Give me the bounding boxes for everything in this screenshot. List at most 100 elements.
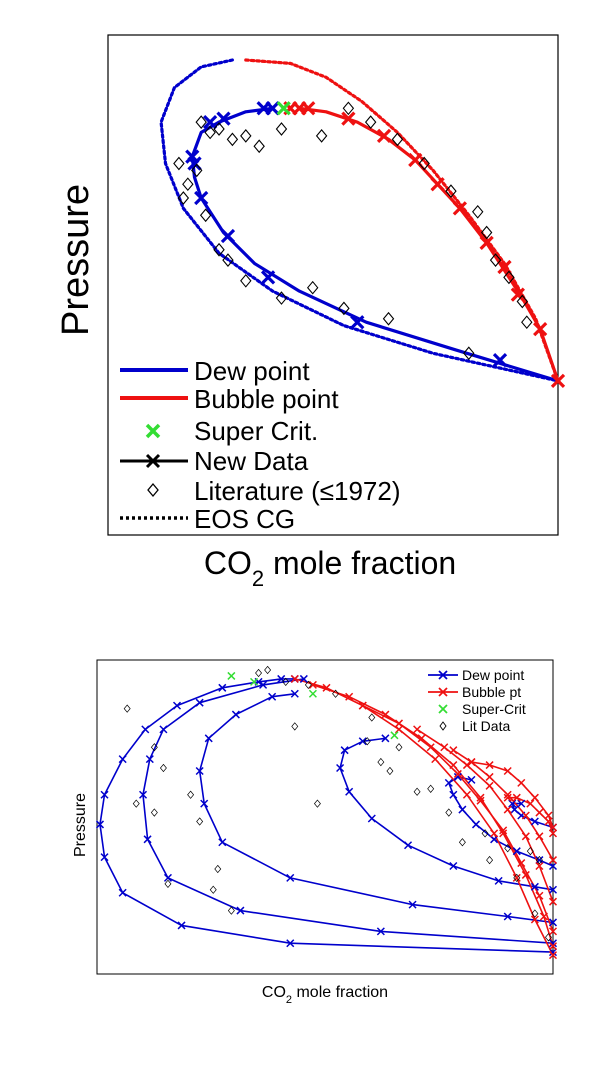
top-point-literature-1972-2 <box>213 122 225 136</box>
bottom-series-line-bubble-pt-isotherm-2 <box>312 684 554 947</box>
bottom-point-lit-data-9 <box>214 864 222 874</box>
bottom-point-bubble-pt-isotherm-7-5 <box>548 829 558 838</box>
bottom-point-bubble-pt-isotherm-4-6 <box>535 861 544 871</box>
bottom-point-dew-point-isotherm-2-1 <box>259 680 268 689</box>
bottom-point-dew-point-isotherm-5-4 <box>458 805 467 814</box>
bottom-point-dew-point-isotherm-1-9 <box>100 853 109 862</box>
top-legend-swatch-supercrit <box>145 423 161 439</box>
bottom-point-super-crit-0 <box>227 671 236 680</box>
bottom-point-dew-point-isotherm-5-6 <box>490 835 499 844</box>
bottom-point-dew-point-isotherm-6-4 <box>530 817 539 826</box>
top-point-new-data-dew-1 <box>256 101 271 116</box>
top-legend-label-eos: EOS CG <box>194 504 295 534</box>
bottom-point-bubble-pt-isotherm-6-1 <box>485 761 494 770</box>
top-point-literature-1972-22 <box>199 208 212 223</box>
top-point-new-data-dew-6 <box>194 190 209 206</box>
top-point-new-data-dew-7 <box>220 228 236 244</box>
bottom-point-bubble-pt-isotherm-5-4 <box>521 811 530 820</box>
bottom-point-bubble-pt-isotherm-3-6 <box>517 859 526 868</box>
bottom-point-lit-data-5 <box>159 763 167 773</box>
top-point-literature-1972-3 <box>226 132 239 147</box>
bottom-legend-label-literature: Lit Data <box>462 718 510 734</box>
bottom-point-bubble-pt-isotherm-5-6 <box>548 856 558 865</box>
bottom-point-bubble-pt-isotherm-7-1 <box>512 793 521 802</box>
bottom-point-bubble-pt-isotherm-7-3 <box>535 808 544 817</box>
bottom-point-dew-point-isotherm-4-2 <box>340 746 349 755</box>
bottom-point-bubble-pt-isotherm-3-4 <box>476 796 485 805</box>
bottom-point-dew-point-isotherm-1-11 <box>177 921 186 930</box>
bottom-plot-frame <box>96 659 554 975</box>
bottom-point-lit-data-29 <box>535 855 543 865</box>
bottom-point-dew-point-isotherm-1-6 <box>118 755 127 764</box>
bottom-point-dew-point-isotherm-4-7 <box>449 861 458 871</box>
bottom-point-dew-point-isotherm-5-0 <box>467 775 476 784</box>
bottom-point-bubble-pt-isotherm-6-2 <box>503 766 512 776</box>
top-curves <box>159 58 560 383</box>
bottom-point-dew-point-isotherm-1-10 <box>118 888 127 897</box>
bottom-point-dew-point-isotherm-2-2 <box>195 698 204 707</box>
bottom-legend-label-dew: Dew point <box>462 667 524 683</box>
bottom-series-line-bubble-pt-isotherm-7 <box>506 796 554 835</box>
bottom-point-bubble-pt-isotherm-3-8 <box>548 927 558 936</box>
top-point-new-data-bubble-10 <box>510 287 525 302</box>
top-legend-label-newdata: New Data <box>194 446 309 476</box>
bottom-point-lit-data-14 <box>395 743 403 752</box>
bottom-point-dew-point-isotherm-4-4 <box>345 787 354 796</box>
bottom-point-dew-point-isotherm-1-13 <box>548 948 558 957</box>
top-legend: Dew point Bubble point Super Crit. New D… <box>120 356 401 534</box>
top-point-new-data-dew-5 <box>187 156 202 171</box>
bottom-point-bubble-pt-isotherm-3-5 <box>499 826 508 835</box>
top-legend-label-dew: Dew point <box>194 356 310 386</box>
bottom-point-bubble-pt-isotherm-4-7 <box>548 897 558 906</box>
bottom-point-lit-data-19 <box>531 909 539 918</box>
bottom-point-bubble-pt-isotherm-1-7 <box>512 873 521 882</box>
bottom-point-lit-data-23 <box>386 766 394 776</box>
bottom-y-axis-title: Pressure <box>72 793 89 857</box>
top-point-new-data-dew-2 <box>216 111 231 126</box>
bottom-point-dew-point-isotherm-3-7 <box>286 873 295 882</box>
bottom-point-dew-point-isotherm-4-5 <box>367 814 376 823</box>
top-point-literature-1972-13 <box>472 204 484 219</box>
bottom-point-bubble-pt-isotherm-3-2 <box>426 743 435 752</box>
bottom-point-bubble-pt-isotherm-1-5 <box>462 790 471 799</box>
bottom-point-bubble-pt-isotherm-1-1 <box>322 683 331 692</box>
bottom-point-lit-data-12 <box>332 689 340 698</box>
bottom-point-bubble-pt-isotherm-2-5 <box>476 793 485 802</box>
top-point-literature-1972-18 <box>182 177 194 192</box>
bottom-x-axis-title-subscript: 2 <box>286 994 292 1006</box>
top-point-new-data-dew-8 <box>260 270 276 285</box>
bottom-point-bubble-pt-isotherm-4-2 <box>462 761 471 770</box>
bottom-point-lit-data-0 <box>255 668 263 678</box>
bottom-point-dew-point-isotherm-5-3 <box>449 790 458 799</box>
top-legend-label-literature: Literature (≤1972) <box>194 476 401 506</box>
bottom-point-bubble-pt-isotherm-5-5 <box>535 832 544 841</box>
bottom-point-lit-data-30 <box>291 722 299 731</box>
top-point-new-data-bubble-3 <box>341 111 356 126</box>
bottom-point-bubble-pt-isotherm-3-0 <box>358 701 367 710</box>
top-plot-frame <box>107 34 559 536</box>
bottom-point-dew-point-isotherm-6-1 <box>508 799 517 808</box>
bottom-point-bubble-pt-isotherm-2-4 <box>449 761 458 770</box>
bottom-point-bubble-pt-isotherm-4-4 <box>503 805 512 814</box>
top-point-new-data-bubble-8 <box>479 235 494 250</box>
bottom-point-lit-data-11 <box>304 680 312 689</box>
bottom-point-lit-data-32 <box>209 885 217 894</box>
bottom-point-bubble-pt-isotherm-3-7 <box>535 891 544 900</box>
bottom-series-line-dew-point-isotherm-5 <box>448 776 554 867</box>
bottom-point-lit-data-4 <box>150 743 158 752</box>
bottom-point-dew-point-isotherm-2-6 <box>143 835 152 844</box>
top-point-new-data-dew-9 <box>350 315 365 330</box>
top-point-literature-1972-28 <box>338 301 350 316</box>
top-point-literature-1972-19 <box>191 163 203 178</box>
bottom-point-bubble-pt-isotherm-5-2 <box>485 772 494 781</box>
bottom-point-dew-point-isotherm-4-6 <box>404 841 413 850</box>
top-point-literature-1972-9 <box>364 115 377 129</box>
top-point-literature-1972-10 <box>391 132 404 147</box>
bottom-point-lit-data-13 <box>368 713 376 722</box>
bottom-x-axis-title-main: CO <box>262 984 286 1001</box>
top-point-literature-1972-12 <box>445 184 457 198</box>
bottom-point-dew-point-isotherm-1-12 <box>286 939 295 948</box>
bottom-chart: Pressure CO2 mole fraction Dew point Bub… <box>72 659 558 1006</box>
top-point-literature-1972-4 <box>240 129 252 143</box>
